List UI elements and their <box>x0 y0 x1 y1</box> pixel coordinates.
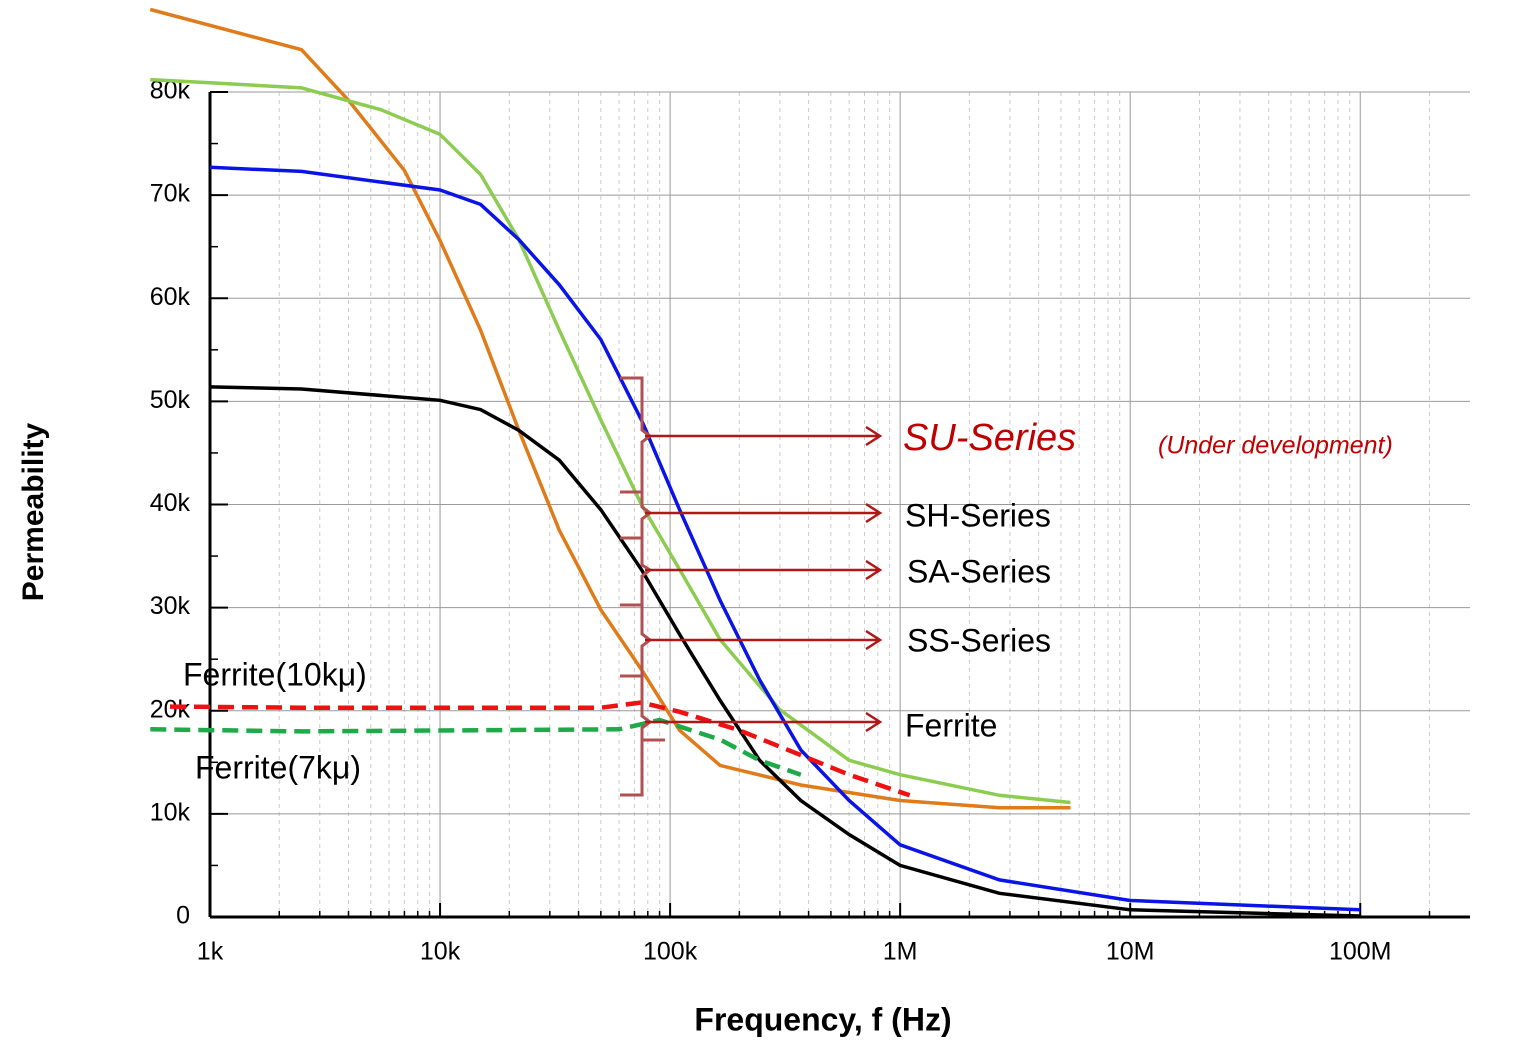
arrow <box>645 559 883 581</box>
series-line <box>209 385 1361 918</box>
x-tick-label: 10M <box>1106 938 1155 966</box>
y-tick-label: 70k <box>150 180 191 208</box>
series-line <box>150 77 1071 805</box>
annotation: (Under development) <box>1158 432 1393 460</box>
annotation: SH-Series <box>905 497 1051 533</box>
annotation: SA-Series <box>907 553 1051 589</box>
lines <box>149 7 1361 918</box>
brackets <box>620 376 665 797</box>
arrow <box>645 629 883 651</box>
annotation: Ferrite <box>905 707 997 743</box>
arrows <box>645 425 883 733</box>
x-tick-label: 1k <box>197 938 224 966</box>
bracket <box>620 376 665 797</box>
y-tick-label: 0 <box>176 902 190 930</box>
arrow <box>645 711 883 733</box>
y-tick-label: 50k <box>150 386 191 414</box>
annotation: SS-Series <box>907 622 1051 658</box>
y-tick-label: 20k <box>150 695 191 723</box>
series-line <box>149 7 1071 810</box>
series-line <box>209 165 1361 912</box>
x-tick-label: 100k <box>643 938 698 966</box>
arrow <box>645 502 883 524</box>
y-tick-label: 60k <box>150 283 191 311</box>
y-axis-label: Permeability <box>17 422 50 601</box>
y-tick-label: 30k <box>150 592 191 620</box>
x-tick-label: 100M <box>1329 938 1392 966</box>
x-tick-label: 1M <box>883 938 918 966</box>
annotation: Ferrite(7kμ) <box>195 749 361 785</box>
y-tick-label: 10k <box>150 798 191 826</box>
annotation: SU-Series <box>903 417 1076 459</box>
arrow <box>645 425 883 447</box>
series-line <box>169 700 911 798</box>
x-tick-label: 10k <box>420 938 461 966</box>
x-axis-label: Frequency, f (Hz) <box>694 1001 951 1037</box>
y-tick-label: 40k <box>150 489 191 517</box>
annotation: Ferrite(10kμ) <box>183 656 367 692</box>
series-line <box>150 717 802 777</box>
